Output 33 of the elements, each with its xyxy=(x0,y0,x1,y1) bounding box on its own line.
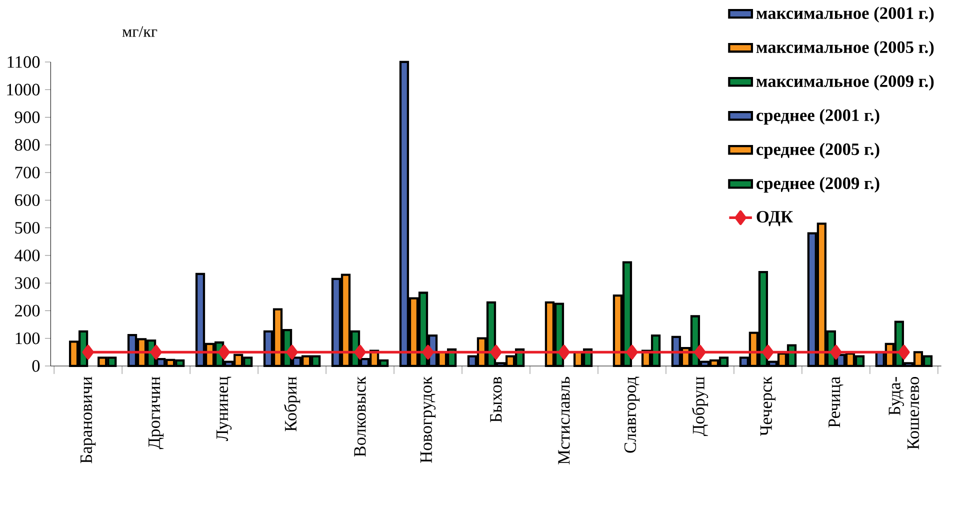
legend-label: среднее (2001 г.) xyxy=(756,108,880,125)
y-tick-label: 800 xyxy=(14,139,40,151)
y-axis-title: мг/кг xyxy=(122,26,158,37)
y-tick-label: 900 xyxy=(14,111,40,124)
legend-label: максимальное (2009 г.) xyxy=(756,74,934,91)
x-tick-label: Чечерск xyxy=(760,376,776,436)
x-tick-label: Мстиславль xyxy=(558,376,570,464)
x-tick-label: Барановичи xyxy=(80,376,96,464)
x-tick-label: Славгород xyxy=(624,376,640,453)
legend-label: максимальное (2001 г.) xyxy=(756,6,934,23)
y-tick-label: 200 xyxy=(15,304,40,317)
y-tick-label: 0 xyxy=(32,360,40,372)
y-tick-label: 300 xyxy=(15,277,40,289)
legend-label: максимальное (2005 г.) xyxy=(756,40,934,57)
legend-label: ОДК xyxy=(756,210,793,226)
x-tick-label: Новогрудок xyxy=(420,376,436,463)
legend-label: среднее (2009 г.) xyxy=(756,176,880,193)
x-tick-label: Волковыск xyxy=(354,376,366,457)
x-tick-label: Лунинец xyxy=(216,376,232,442)
y-tick-label: 400 xyxy=(14,250,40,262)
y-tick-label: 1100 xyxy=(8,56,40,68)
y-tick-label: 500 xyxy=(15,222,40,234)
x-tick-label: Добруш xyxy=(692,376,708,436)
x-tick-label: Быхов xyxy=(490,376,502,422)
y-tick-label: 700 xyxy=(15,166,40,178)
y-tick-label: 1000 xyxy=(7,84,40,96)
x-tick-label: Кобрин xyxy=(284,376,300,432)
y-tick-label: 100 xyxy=(16,332,40,344)
x-tick-label: Буда-Кошелево xyxy=(888,377,920,450)
legend-label: среднее (2005 г.) xyxy=(756,142,880,159)
y-tick-label: 600 xyxy=(15,194,40,206)
x-tick-label: Дрогичин xyxy=(148,376,164,450)
x-tick-label: Речица xyxy=(828,376,844,428)
